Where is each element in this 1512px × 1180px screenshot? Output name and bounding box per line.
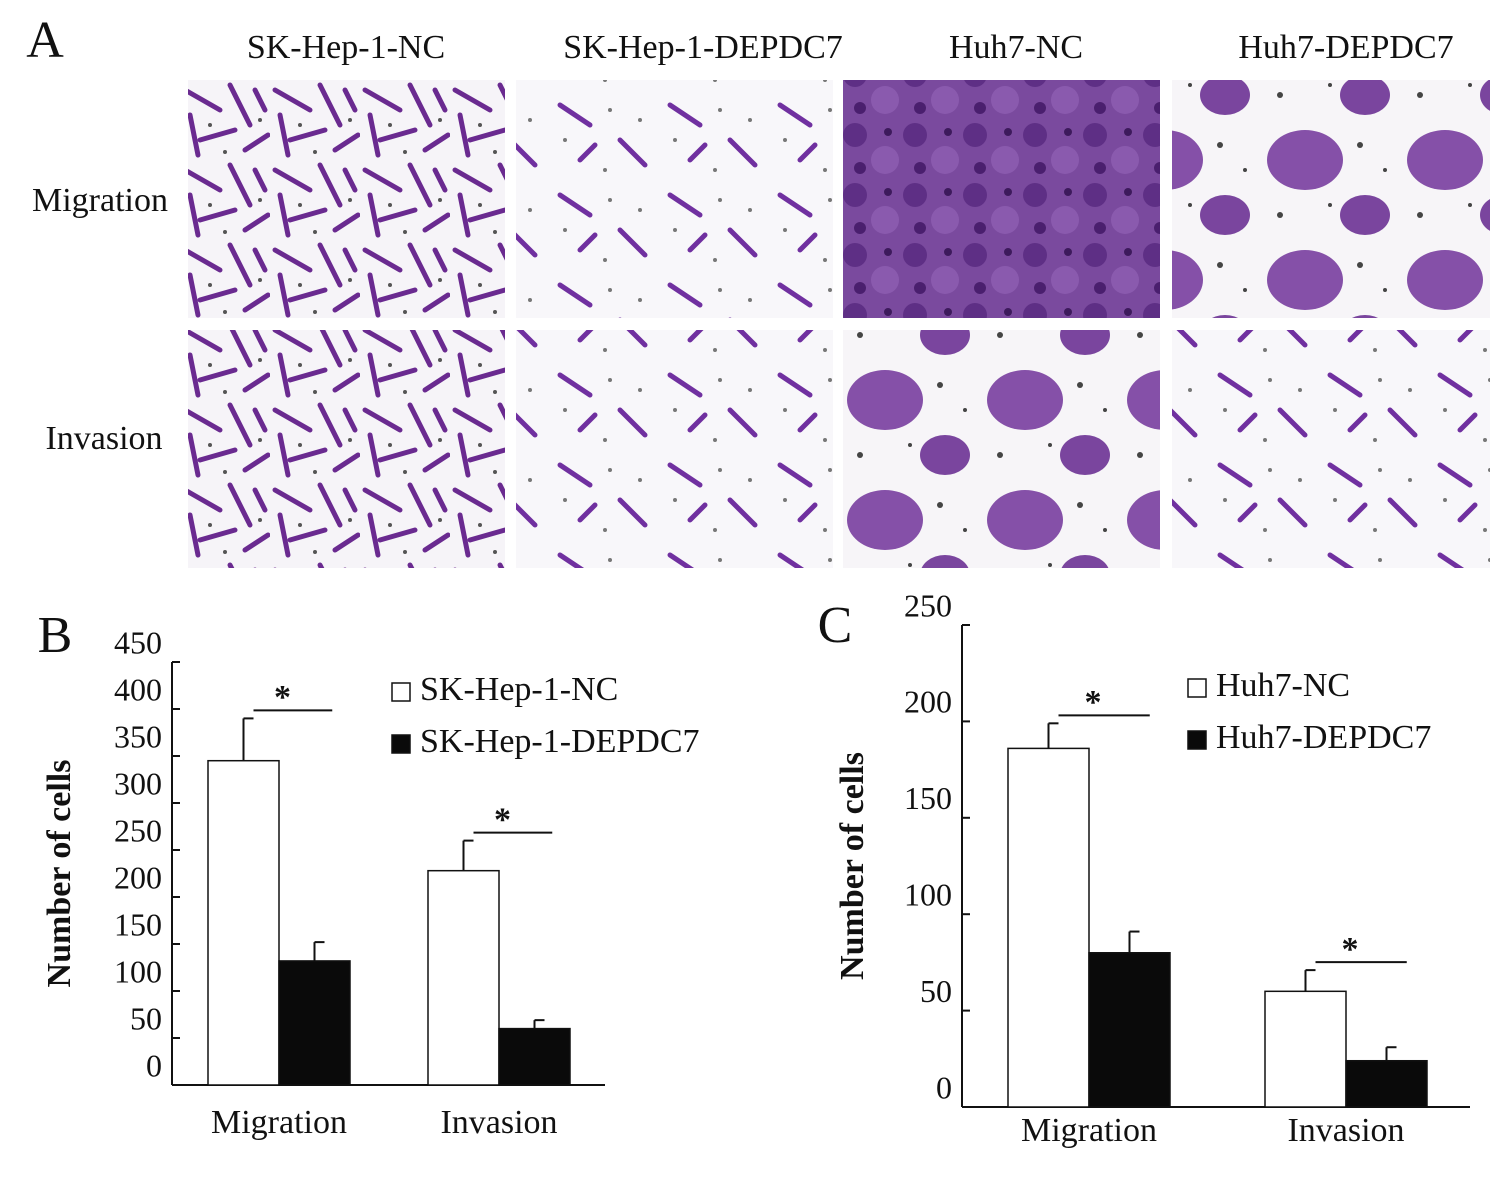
x-tick-label: Migration — [1021, 1112, 1157, 1149]
y-tick-label: 100 — [114, 953, 162, 989]
panel-label: B — [38, 607, 73, 664]
x-tick-label: Invasion — [1287, 1112, 1404, 1149]
micrograph — [843, 80, 1160, 318]
column-label: SK-Hep-1-DEPDC7 — [563, 29, 843, 66]
y-tick-label: 0 — [936, 1069, 952, 1105]
y-tick-label: 200 — [114, 859, 162, 895]
micrograph — [516, 330, 833, 568]
legend-label: Huh7-DEPDC7 — [1216, 719, 1431, 756]
legend-label: Huh7-NC — [1216, 667, 1350, 704]
legend-swatch — [1187, 678, 1207, 698]
y-tick-label: 350 — [114, 718, 162, 754]
y-tick-label: 150 — [904, 780, 952, 816]
y-axis-label: Number of cells — [834, 752, 871, 980]
row-label: Migration — [32, 182, 168, 219]
bar — [1088, 952, 1171, 1108]
y-tick-label: 250 — [114, 812, 162, 848]
significance-mark: * — [1342, 931, 1359, 968]
bar — [1264, 990, 1347, 1108]
significance-mark: * — [274, 679, 291, 716]
bar — [207, 759, 280, 1086]
y-tick-label: 300 — [114, 765, 162, 801]
legend-label: SK-Hep-1-DEPDC7 — [420, 723, 700, 760]
y-tick-label: 0 — [146, 1047, 162, 1083]
column-label: Huh7-NC — [949, 29, 1083, 66]
column-label: Huh7-DEPDC7 — [1238, 29, 1453, 66]
micrograph — [843, 330, 1160, 568]
x-tick-label: Invasion — [440, 1104, 557, 1141]
x-tick-label: Migration — [211, 1104, 347, 1141]
legend-label: SK-Hep-1-NC — [420, 671, 618, 708]
y-tick-label: 400 — [114, 671, 162, 707]
micrograph — [1172, 80, 1490, 318]
y-tick-label: 200 — [904, 684, 952, 720]
significance-mark: * — [1085, 684, 1102, 721]
legend-swatch — [391, 682, 411, 702]
column-label: SK-Hep-1-NC — [247, 29, 445, 66]
row-label: Invasion — [45, 420, 162, 457]
micrograph — [516, 80, 833, 318]
y-axis-label: Number of cells — [41, 760, 78, 988]
y-tick-label: 50 — [920, 973, 952, 1009]
significance-mark: * — [494, 801, 511, 838]
bar — [1345, 1059, 1428, 1108]
y-tick-label: 100 — [904, 877, 952, 913]
bar — [278, 960, 351, 1086]
bar — [498, 1027, 571, 1086]
panel-label: C — [818, 597, 853, 654]
micrograph — [188, 80, 505, 318]
y-tick-label: 50 — [130, 1000, 162, 1036]
legend-swatch — [1187, 730, 1207, 750]
micrograph — [188, 330, 505, 568]
y-tick-label: 450 — [114, 624, 162, 660]
panel-label: A — [26, 12, 64, 69]
y-tick-label: 150 — [114, 906, 162, 942]
micrograph — [1172, 330, 1490, 568]
legend-swatch — [391, 734, 411, 754]
y-tick-label: 250 — [904, 587, 952, 623]
bar — [427, 869, 500, 1086]
bar — [1007, 747, 1090, 1108]
